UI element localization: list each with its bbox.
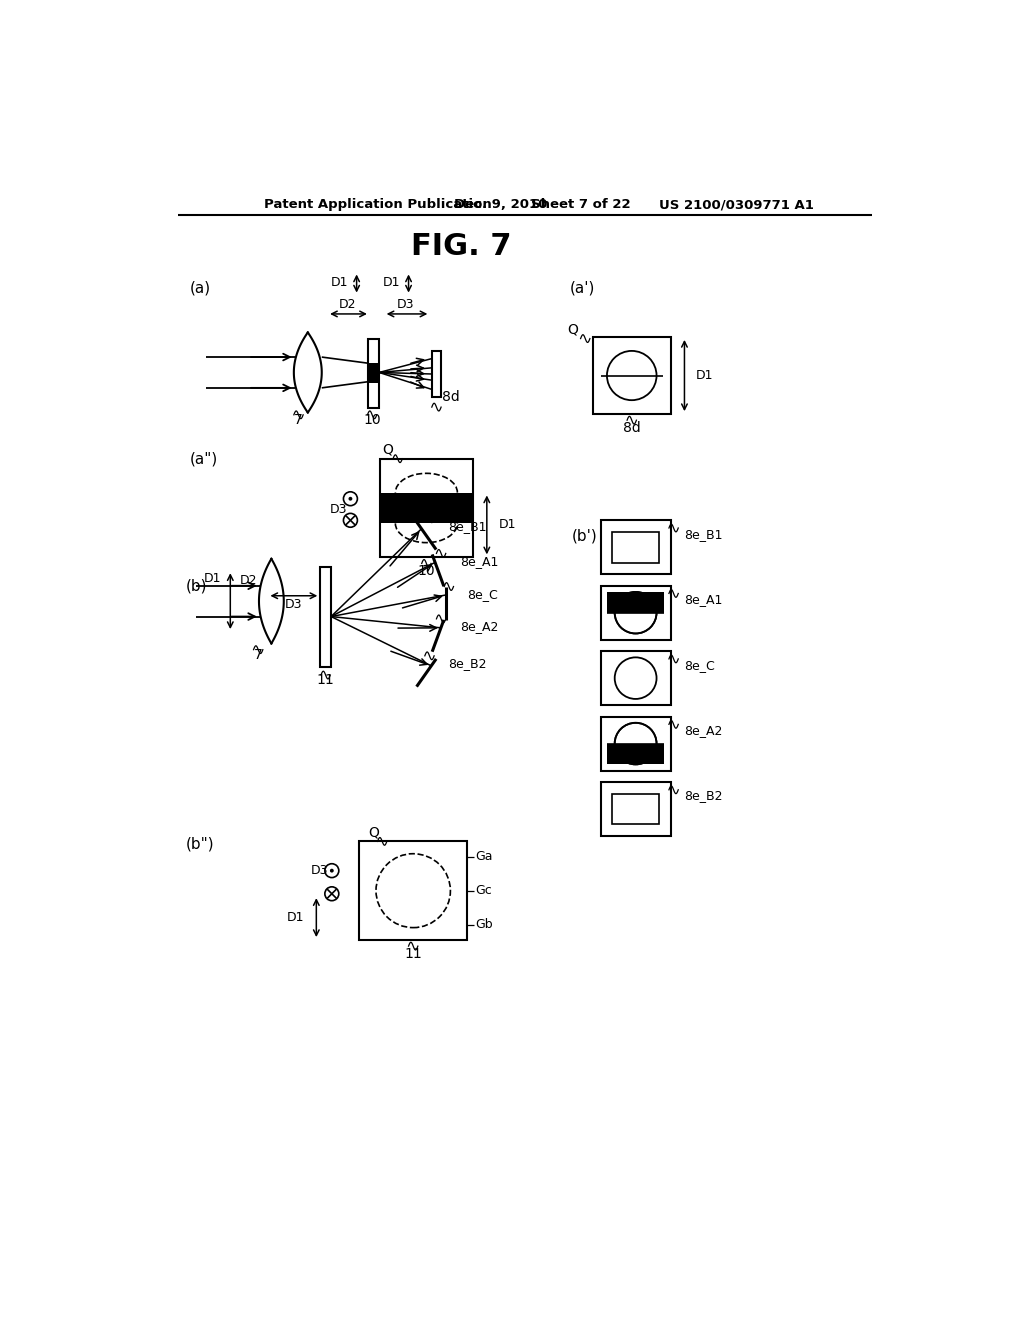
Text: 8e_A1: 8e_A1 (460, 554, 498, 568)
Text: 8e_A2: 8e_A2 (684, 723, 723, 737)
Text: D1: D1 (331, 276, 348, 289)
Text: Ga: Ga (475, 850, 493, 863)
Bar (601, 781, 671, 836)
Text: 10: 10 (364, 413, 381, 428)
Text: 11: 11 (316, 673, 335, 688)
Text: Q: Q (567, 322, 579, 337)
Bar (607, 743, 665, 764)
Text: D1: D1 (287, 911, 305, 924)
Bar (607, 591, 665, 612)
Text: FIG. 7: FIG. 7 (411, 232, 512, 261)
Text: D3: D3 (396, 298, 414, 312)
Bar (369, 363, 379, 383)
Text: D3: D3 (311, 865, 329, 878)
Bar (601, 717, 671, 771)
Bar (601, 586, 671, 640)
Text: 8e_B2: 8e_B2 (449, 657, 486, 671)
Text: 8e_A2: 8e_A2 (460, 620, 498, 634)
Bar (612, 793, 658, 825)
Text: 8e_B1: 8e_B1 (684, 528, 723, 541)
Text: D1: D1 (500, 519, 517, 532)
Circle shape (348, 496, 352, 500)
Bar (380, 459, 473, 557)
Bar (612, 532, 658, 562)
Bar (601, 520, 671, 574)
Circle shape (614, 723, 656, 764)
Text: (a"): (a") (190, 451, 218, 466)
Text: US 2100/0309771 A1: US 2100/0309771 A1 (658, 198, 814, 211)
Text: 10: 10 (418, 564, 435, 578)
Text: 8d: 8d (442, 391, 460, 404)
Text: 11: 11 (404, 946, 422, 961)
Text: (b'): (b') (571, 528, 597, 544)
Text: D1: D1 (383, 276, 400, 289)
Bar (321, 566, 331, 667)
Text: Q: Q (369, 825, 379, 840)
Text: (b): (b) (186, 578, 208, 593)
Text: 8e_B1: 8e_B1 (449, 520, 486, 533)
Text: D2: D2 (339, 298, 356, 312)
Text: (a'): (a') (569, 280, 595, 296)
Bar (380, 492, 473, 524)
Text: 8e_C: 8e_C (684, 659, 715, 672)
Text: D1: D1 (695, 370, 713, 381)
Text: Dec. 9, 2010: Dec. 9, 2010 (454, 198, 547, 211)
Bar (601, 651, 671, 705)
Circle shape (614, 591, 656, 634)
Text: Gc: Gc (475, 884, 492, 898)
Text: D2: D2 (240, 574, 257, 587)
Bar (593, 337, 671, 414)
Bar (432, 351, 441, 397)
Text: 8d: 8d (623, 421, 641, 434)
Text: Patent Application Publication: Patent Application Publication (263, 198, 492, 211)
Text: 8e_B2: 8e_B2 (684, 789, 723, 803)
Bar (369, 339, 379, 408)
Text: 7: 7 (254, 648, 262, 663)
Text: 8e_C: 8e_C (467, 587, 499, 601)
Circle shape (330, 869, 334, 873)
Text: Gb: Gb (475, 917, 493, 931)
Text: Q: Q (382, 442, 393, 457)
Text: (b"): (b") (186, 836, 215, 851)
Text: 7: 7 (294, 413, 303, 428)
Text: (a): (a) (190, 280, 211, 296)
Text: D3: D3 (330, 503, 347, 516)
Text: 8e_A1: 8e_A1 (684, 593, 723, 606)
Text: D1: D1 (204, 572, 221, 585)
Bar (359, 841, 467, 940)
Text: D3: D3 (285, 598, 303, 611)
Text: Sheet 7 of 22: Sheet 7 of 22 (531, 198, 631, 211)
